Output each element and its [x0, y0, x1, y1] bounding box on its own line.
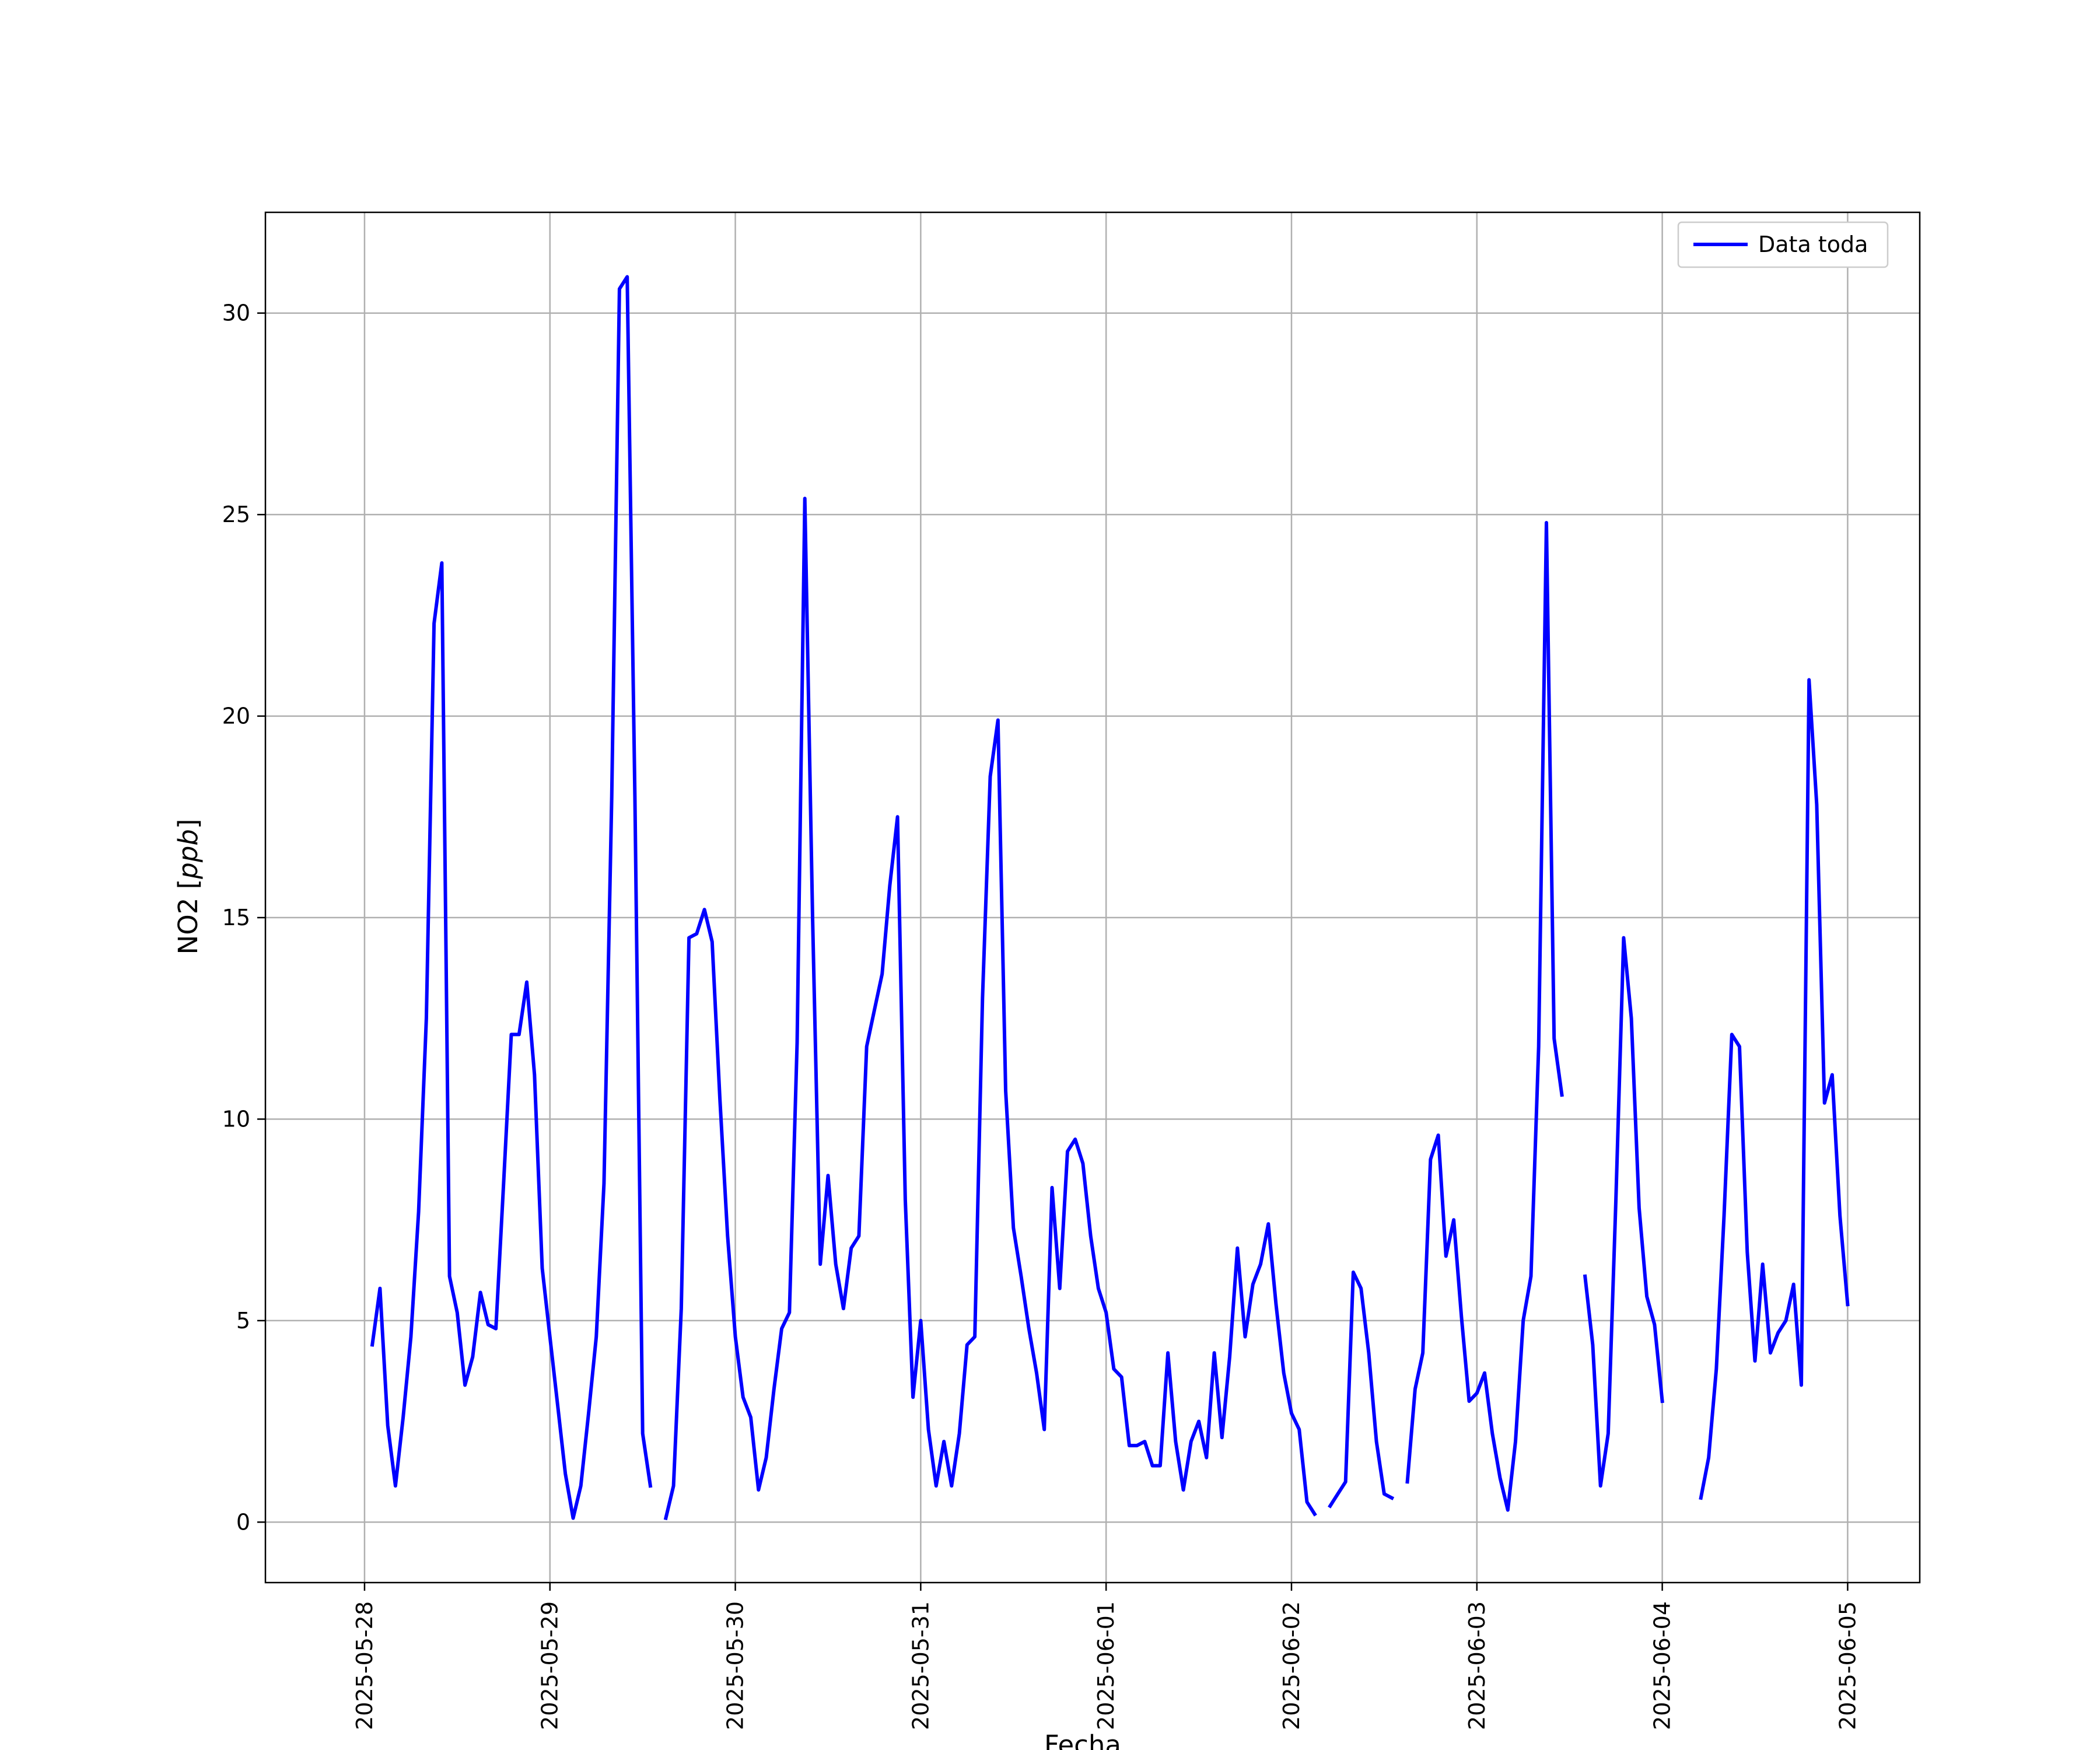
- series-line-segment: [1699, 678, 1850, 1500]
- y-axis-title: NO2 [ppb]: [173, 819, 204, 955]
- x-tick-label: 2025-05-30: [723, 1601, 748, 1730]
- series-line-segment: [1328, 1270, 1395, 1508]
- series-line-segment: [1405, 521, 1564, 1512]
- y-axis: 0 5 10 15 20 25 30: [222, 300, 265, 1535]
- legend: Data toda: [1677, 221, 1889, 268]
- x-tick-label: 2025-06-02: [1279, 1601, 1304, 1730]
- x-tick-label: 2025-05-31: [908, 1601, 933, 1730]
- grid: [265, 212, 1920, 1583]
- y-tick-label: 0: [236, 1509, 250, 1535]
- series-layer: [370, 275, 1850, 1521]
- x-tick-label: 2025-06-01: [1093, 1601, 1119, 1730]
- y-axis-title-bracket-open: [: [173, 879, 204, 898]
- y-tick-label: 15: [222, 905, 250, 930]
- y-axis-title-bracket-close: ]: [173, 819, 204, 830]
- series-line-segment: [663, 496, 1317, 1521]
- y-tick-label: 20: [222, 704, 250, 729]
- x-tick-label: 2025-05-28: [352, 1601, 377, 1730]
- x-axis-title: Fecha: [1044, 1730, 1121, 1750]
- y-axis-title-text: NO2: [173, 898, 204, 955]
- x-tick-label: 2025-06-05: [1835, 1601, 1860, 1730]
- x-axis: 2025-05-28 2025-05-29 2025-05-30 2025-05-31…: [352, 1583, 1860, 1730]
- series-line-segment: [1583, 936, 1664, 1488]
- y-tick-label: 25: [222, 502, 250, 527]
- y-tick-label: 10: [222, 1106, 250, 1132]
- x-tick-label: 2025-05-29: [537, 1601, 563, 1730]
- legend-label: Data toda: [1758, 232, 1868, 257]
- x-tick-label: 2025-06-04: [1650, 1601, 1675, 1730]
- y-axis-unit: ppb: [173, 829, 204, 880]
- plot-frame: [264, 211, 1921, 1584]
- x-tick-label: 2025-06-03: [1464, 1601, 1490, 1730]
- series-line-segment: [370, 275, 653, 1520]
- y-tick-label: 5: [236, 1308, 250, 1334]
- legend-box: [1677, 221, 1889, 268]
- y-tick-label: 30: [222, 300, 250, 326]
